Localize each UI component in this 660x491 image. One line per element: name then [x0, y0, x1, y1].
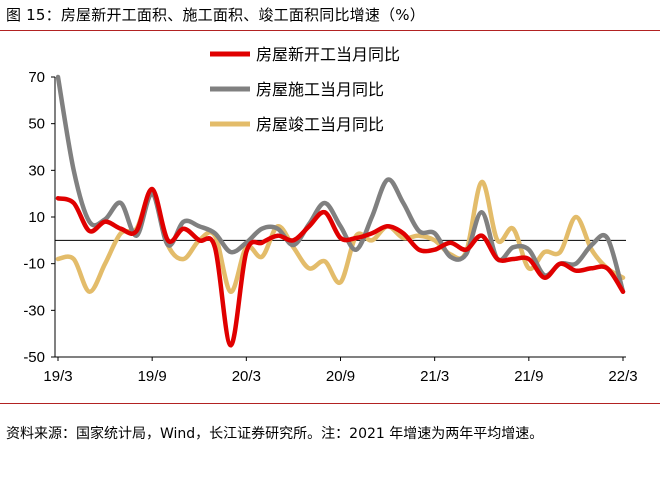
- y-tick-label: -30: [23, 302, 45, 319]
- legend-label-under-construction: 房屋施工当月同比: [256, 80, 384, 99]
- source-divider: [0, 403, 660, 404]
- series-line-new-starts: [55, 186, 626, 348]
- y-tick-label: 30: [28, 162, 45, 179]
- x-tick-label: 19/9: [138, 368, 167, 385]
- series-lines: [55, 74, 626, 348]
- y-tick-label: 50: [28, 116, 45, 133]
- y-tick-label: -50: [23, 349, 45, 366]
- x-axis: 19/3 19/9 20/3 20/9 21/3 21/9 22/3: [43, 239, 638, 385]
- x-tick-label: 21/3: [420, 368, 449, 385]
- series-line-under-construction: [55, 74, 626, 294]
- title-divider: [0, 30, 660, 31]
- source-note: 资料来源：国家统计局，Wind，长江证券研究所。注：2021 年增速为两年平均增…: [6, 426, 544, 442]
- line-chart: 70 50 30 10 -10 -30 -50 19/3 19/9 20/3 20/9 21/3 21…: [23, 45, 638, 385]
- figure-title: 图 15：房屋新开工面积、施工面积、竣工面积同比增速（%）: [6, 6, 425, 24]
- x-tick-label: 22/3: [608, 368, 637, 385]
- y-axis: 70 50 30 10 -10 -30 -50: [23, 69, 56, 366]
- y-tick-label: -10: [23, 256, 45, 273]
- y-tick-label: 70: [28, 69, 45, 86]
- x-tick-label: 19/3: [43, 368, 72, 385]
- x-tick-label: 20/9: [326, 368, 355, 385]
- x-tick-label: 20/3: [232, 368, 261, 385]
- x-tick-label: 21/9: [514, 368, 543, 385]
- y-tick-label: 10: [28, 209, 45, 226]
- legend-label-new-starts: 房屋新开工当月同比: [256, 45, 400, 64]
- legend-label-completions: 房屋竣工当月同比: [256, 115, 384, 134]
